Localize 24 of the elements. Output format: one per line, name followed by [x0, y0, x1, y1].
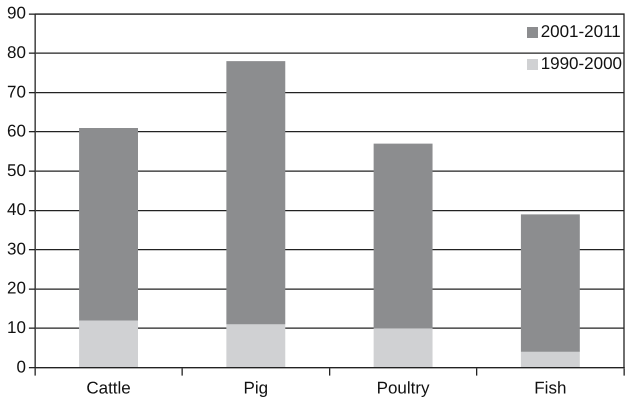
x-tick-label: Fish	[534, 378, 566, 398]
y-tick-label: 80	[6, 42, 26, 62]
x-tick-label: Cattle	[86, 378, 131, 398]
bar	[226, 61, 286, 324]
legend-label: 2001-2011	[540, 22, 621, 42]
x-tick-label: Pig	[244, 378, 268, 398]
bar	[520, 352, 580, 367]
bar	[79, 320, 138, 367]
y-tick-label: 50	[6, 160, 26, 180]
bar	[79, 128, 138, 320]
y-tick-label: 10	[6, 318, 26, 337]
y-tick-label: 20	[6, 278, 26, 298]
y-tick-label: 90	[6, 4, 26, 23]
y-tick-label: 0	[16, 357, 26, 376]
legend-label: 1990-2000	[540, 54, 622, 74]
y-tick-label: 30	[6, 239, 26, 258]
x-tick-label: Poultry	[376, 378, 430, 398]
bar	[374, 144, 433, 328]
y-tick-label: 70	[6, 82, 26, 102]
y-tick-label: 60	[6, 122, 26, 141]
bar	[226, 324, 286, 367]
bar	[520, 214, 580, 352]
bar	[374, 328, 433, 367]
y-tick-label: 40	[6, 200, 26, 220]
